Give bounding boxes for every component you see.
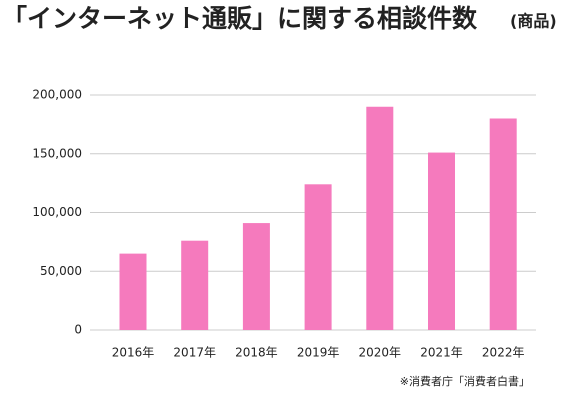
x-tick-label: 2019年: [297, 346, 340, 360]
bar: [489, 118, 517, 330]
bar: [304, 184, 332, 330]
y-tick-label: 200,000: [32, 88, 82, 102]
x-tick-label: 2017年: [173, 346, 216, 360]
bar: [242, 223, 270, 330]
bar: [119, 253, 147, 330]
bar: [366, 106, 394, 330]
source-note: ※消費者庁「消費者白書」: [400, 374, 530, 388]
x-tick-label: 2020年: [359, 346, 402, 360]
y-tick-label: 150,000: [32, 146, 82, 160]
bar: [181, 240, 209, 330]
x-tick-label: 2018年: [235, 346, 278, 360]
y-tick-label: 50,000: [40, 264, 82, 278]
x-tick-label: 2021年: [420, 346, 463, 360]
x-tick-label: 2022年: [482, 346, 525, 360]
x-tick-label: 2016年: [112, 346, 155, 360]
chart-subtitle: (商品): [510, 12, 557, 31]
bar: [428, 152, 455, 330]
y-tick-label: 100,000: [32, 205, 82, 219]
y-tick-label: 0: [74, 323, 82, 337]
chart-title: 「インターネット通販」に関する相談件数: [2, 4, 478, 33]
